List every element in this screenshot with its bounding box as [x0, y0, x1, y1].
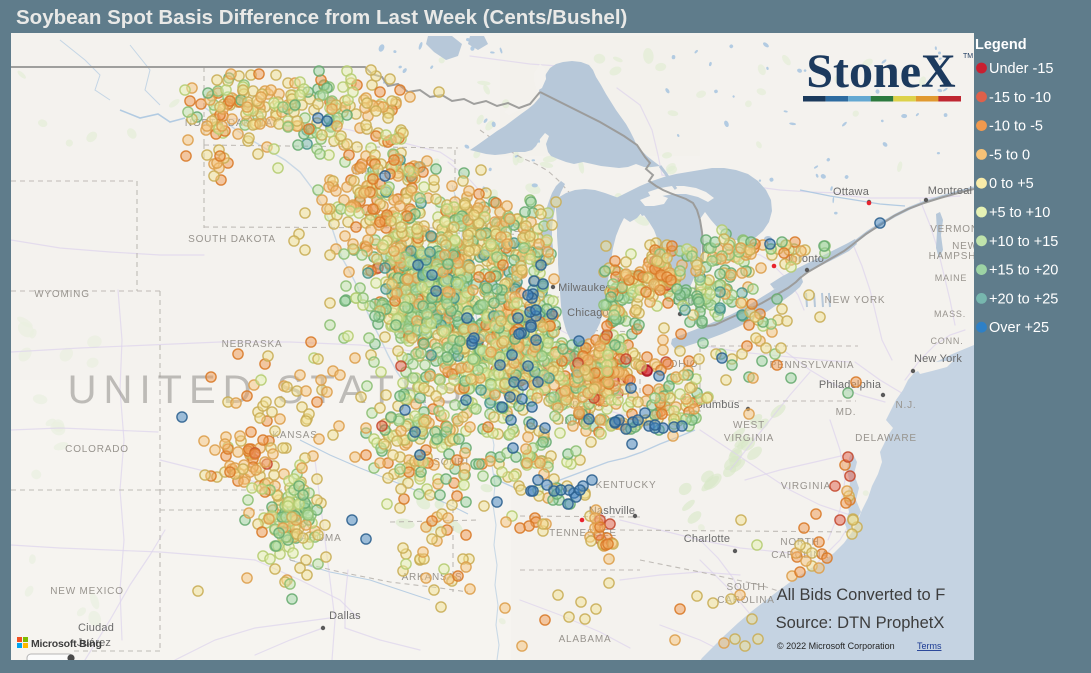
svg-text:NEW MEXICO: NEW MEXICO: [50, 586, 124, 597]
svg-text:Terms: Terms: [917, 641, 942, 651]
svg-text:All Bids Converted to F: All Bids Converted to F: [777, 586, 946, 604]
svg-text:WYOMING: WYOMING: [34, 289, 90, 300]
svg-text:VIRGINIA: VIRGINIA: [781, 481, 831, 492]
svg-text:-15 to -10: -15 to -10: [989, 90, 1051, 106]
svg-text:Juárez: Juárez: [77, 637, 111, 649]
svg-text:Montreal: Montreal: [928, 185, 972, 197]
svg-text:Dallas: Dallas: [329, 610, 361, 622]
svg-text:N.J.: N.J.: [896, 400, 917, 411]
svg-text:Ottawa: Ottawa: [833, 186, 870, 198]
svg-text:Chicago: Chicago: [567, 307, 609, 319]
svg-text:KENTUCKY: KENTUCKY: [596, 480, 657, 491]
svg-text:DELAWARE: DELAWARE: [855, 433, 917, 444]
svg-text:Under -15: Under -15: [989, 61, 1053, 77]
svg-text:TENNESSEE: TENNESSEE: [549, 528, 617, 539]
svg-text:MD.: MD.: [836, 407, 857, 418]
svg-text:KANSAS: KANSAS: [272, 430, 317, 441]
svg-text:NEBRASKA: NEBRASKA: [222, 339, 283, 350]
svg-text:Legend: Legend: [975, 37, 1027, 53]
svg-text:Milwaukee: Milwaukee: [558, 282, 612, 294]
svg-text:TM: TM: [963, 53, 973, 60]
svg-text:+10 to +15: +10 to +15: [989, 234, 1058, 250]
svg-text:MAINE: MAINE: [935, 273, 968, 283]
svg-text:SOUTH: SOUTH: [727, 582, 766, 593]
svg-text:StoneX: StoneX: [806, 45, 956, 98]
svg-text:COLORADO: COLORADO: [65, 444, 129, 455]
svg-text:NEW YORK: NEW YORK: [825, 295, 886, 306]
svg-text:+5 to +10: +5 to +10: [989, 205, 1050, 221]
svg-text:VIRGINIA: VIRGINIA: [724, 433, 774, 444]
svg-text:VERMONT: VERMONT: [930, 224, 986, 235]
svg-text:New York: New York: [914, 353, 962, 365]
svg-text:SOUTH DAKOTA: SOUTH DAKOTA: [188, 234, 276, 245]
svg-text:Charlotte: Charlotte: [684, 533, 730, 545]
svg-text:Ciudad: Ciudad: [78, 622, 114, 634]
svg-text:WEST: WEST: [733, 420, 765, 431]
svg-text:MASS.: MASS.: [934, 309, 966, 319]
svg-text:Source: DTN ProphetX: Source: DTN ProphetX: [776, 614, 945, 632]
svg-text:© 2022 Microsoft Corporation: © 2022 Microsoft Corporation: [777, 641, 895, 651]
svg-text:MISSOURI: MISSOURI: [413, 457, 469, 468]
svg-text:+15 to +20: +15 to +20: [989, 263, 1058, 279]
svg-text:ALABAMA: ALABAMA: [559, 634, 612, 645]
svg-text:NEW: NEW: [952, 241, 978, 252]
svg-text:-5 to 0: -5 to 0: [989, 147, 1030, 163]
svg-text:-10 to -5: -10 to -5: [989, 119, 1043, 135]
svg-text:Microsoft Bing: Microsoft Bing: [31, 638, 102, 650]
svg-text:OHIO: OHIO: [670, 359, 699, 370]
svg-text:CAROLINA: CAROLINA: [717, 595, 775, 606]
svg-text:Philadelphia: Philadelphia: [819, 379, 882, 391]
svg-text:Over +25: Over +25: [989, 320, 1049, 336]
svg-text:+20 to +25: +20 to +25: [989, 291, 1058, 307]
svg-text:Soybean Spot Basis Difference: Soybean Spot Basis Difference from Last …: [16, 6, 627, 29]
svg-text:PENNSYLVANIA: PENNSYLVANIA: [770, 360, 855, 371]
svg-text:CONN.: CONN.: [931, 336, 964, 346]
svg-text:0 to +5: 0 to +5: [989, 176, 1034, 192]
svg-text:HAMPSHIRE: HAMPSHIRE: [929, 251, 996, 262]
